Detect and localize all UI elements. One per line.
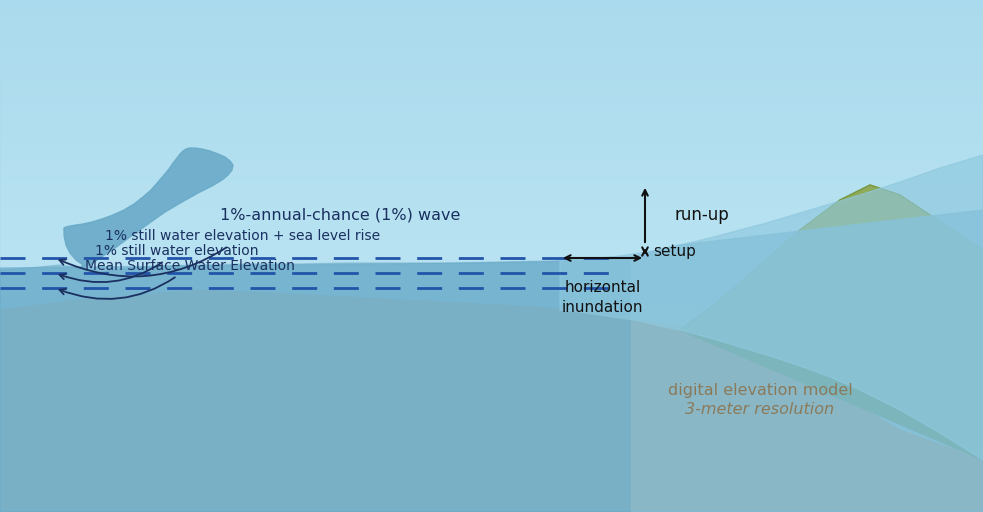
Polygon shape bbox=[560, 155, 983, 460]
Polygon shape bbox=[0, 210, 983, 512]
Text: 1% still water elevation + sea level rise: 1% still water elevation + sea level ris… bbox=[59, 229, 380, 276]
Text: digital elevation model: digital elevation model bbox=[667, 382, 852, 397]
Text: horizontal
inundation: horizontal inundation bbox=[561, 280, 643, 315]
Text: run-up: run-up bbox=[675, 206, 729, 224]
Polygon shape bbox=[0, 258, 630, 512]
Polygon shape bbox=[0, 290, 983, 512]
Text: setup: setup bbox=[653, 244, 696, 259]
Polygon shape bbox=[680, 185, 983, 460]
Polygon shape bbox=[64, 148, 233, 268]
Text: 1%-annual-chance (1%) wave: 1%-annual-chance (1%) wave bbox=[220, 207, 460, 223]
Text: Mean Surface Water Elevation: Mean Surface Water Elevation bbox=[60, 259, 295, 299]
Text: 1% still water elevation: 1% still water elevation bbox=[60, 244, 259, 282]
Text: 3-meter resolution: 3-meter resolution bbox=[685, 402, 835, 417]
